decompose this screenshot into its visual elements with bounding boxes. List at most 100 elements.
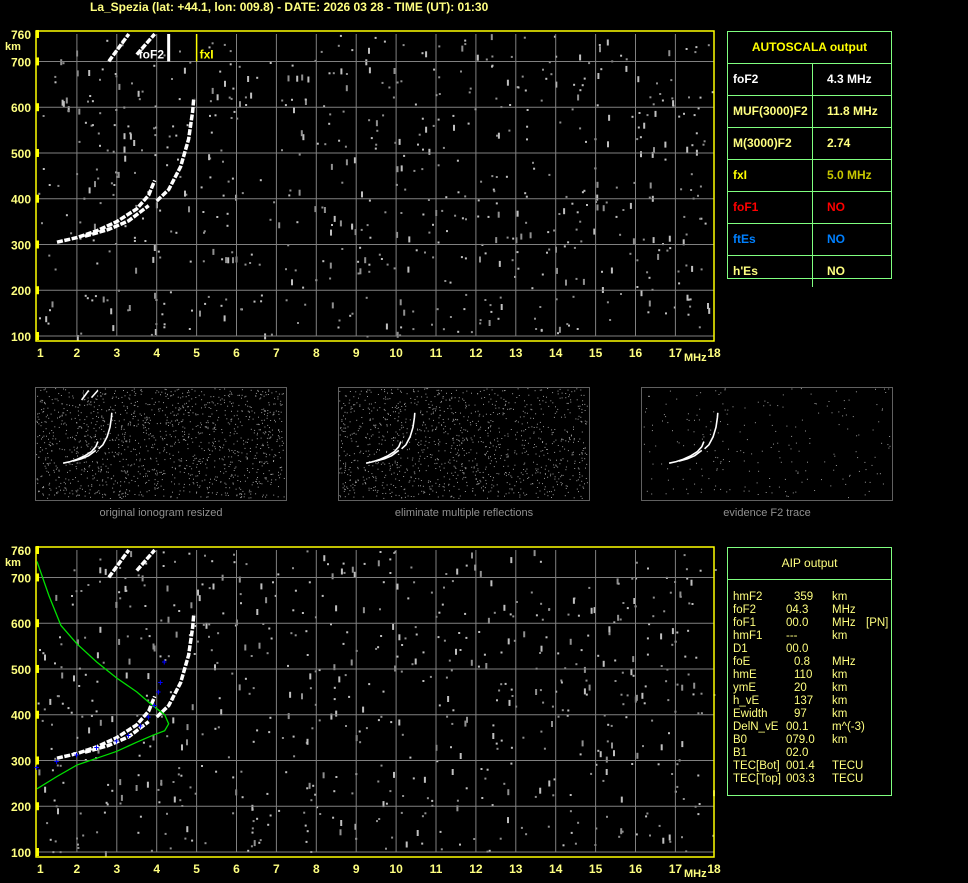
noise-echo (809, 438, 811, 439)
noise-echo (56, 492, 58, 494)
noise-echo (215, 770, 218, 773)
noise-echo (50, 459, 52, 461)
noise-echo (408, 236, 411, 243)
noise-echo (189, 786, 192, 789)
noise-echo (461, 432, 463, 434)
noise-echo (166, 585, 169, 592)
noise-echo (710, 429, 712, 431)
noise-echo (419, 455, 421, 457)
noise-echo (581, 740, 584, 747)
noise-echo (368, 450, 370, 452)
noise-echo (329, 113, 332, 116)
noise-echo (333, 215, 336, 222)
noise-echo (94, 434, 96, 436)
noise-echo (385, 492, 387, 494)
noise-echo (477, 470, 479, 472)
noise-echo (97, 450, 99, 452)
noise-echo (436, 462, 438, 464)
noise-echo (48, 396, 50, 398)
noise-echo (165, 389, 167, 391)
noise-echo (435, 491, 437, 493)
noise-echo (580, 394, 582, 396)
noise-echo (576, 399, 578, 401)
noise-echo (379, 422, 381, 424)
noise-echo (679, 591, 682, 598)
noise-echo (146, 781, 149, 788)
noise-echo (525, 470, 527, 472)
noise-echo (350, 406, 352, 408)
noise-echo (97, 446, 99, 448)
noise-echo (458, 435, 460, 437)
marker-label-fxi: fxI (200, 47, 214, 61)
noise-echo (345, 427, 347, 429)
noise-echo (134, 415, 136, 417)
noise-echo (431, 425, 433, 427)
noise-echo (561, 484, 562, 486)
noise-echo (649, 395, 650, 397)
noise-echo (545, 77, 548, 80)
noise-echo (437, 496, 439, 498)
noise-echo (497, 440, 499, 442)
noise-echo (303, 811, 306, 814)
noise-echo (563, 208, 566, 215)
noise-echo (278, 809, 281, 812)
noise-echo (263, 410, 265, 412)
noise-echo (556, 411, 558, 413)
noise-echo (47, 464, 49, 466)
noise-echo (505, 475, 507, 477)
noise-echo (136, 425, 138, 427)
noise-echo (102, 458, 104, 460)
noise-echo (204, 406, 206, 408)
noise-echo (212, 402, 214, 404)
noise-echo (560, 476, 562, 478)
noise-echo (646, 114, 649, 117)
noise-echo (48, 444, 50, 445)
noise-echo (459, 423, 461, 425)
noise-echo (614, 680, 617, 682)
noise-echo (389, 572, 392, 574)
noise-echo (648, 623, 651, 626)
noise-echo (575, 663, 578, 666)
noise-echo (430, 456, 432, 458)
noise-echo (522, 439, 524, 441)
noise-echo (230, 97, 233, 100)
noise-echo (663, 414, 665, 416)
noise-echo (307, 76, 310, 83)
noise-echo (501, 438, 503, 439)
noise-echo (126, 635, 129, 638)
noise-echo (44, 654, 46, 661)
noise-echo (728, 461, 730, 462)
noise-echo (290, 632, 293, 635)
aip-row: hmF2 359 km (728, 591, 891, 604)
noise-echo (120, 481, 122, 483)
noise-echo (502, 412, 504, 414)
noise-echo (208, 415, 210, 417)
noise-echo (130, 402, 132, 404)
noise-echo (228, 448, 230, 450)
noise-echo (607, 141, 609, 148)
noise-echo (62, 62, 65, 65)
noise-echo (888, 447, 890, 449)
noise-echo (215, 476, 217, 478)
noise-echo (38, 490, 40, 492)
noise-echo (56, 493, 58, 494)
noise-echo (511, 259, 514, 262)
noise-echo (251, 439, 253, 441)
noise-echo (291, 64, 294, 67)
noise-echo (159, 452, 161, 454)
noise-echo (470, 331, 473, 334)
noise-echo (365, 482, 366, 484)
noise-echo (245, 416, 247, 417)
noise-echo (184, 403, 186, 405)
noise-echo (485, 446, 486, 448)
noise-echo (489, 441, 491, 443)
x-tick-label: 2 (74, 346, 81, 360)
noise-echo (698, 419, 700, 421)
noise-echo (494, 454, 495, 456)
noise-echo (633, 181, 636, 184)
noise-echo (214, 727, 217, 730)
noise-echo (67, 437, 69, 439)
noise-echo (724, 388, 726, 390)
noise-echo (229, 435, 231, 437)
noise-echo (201, 461, 203, 463)
